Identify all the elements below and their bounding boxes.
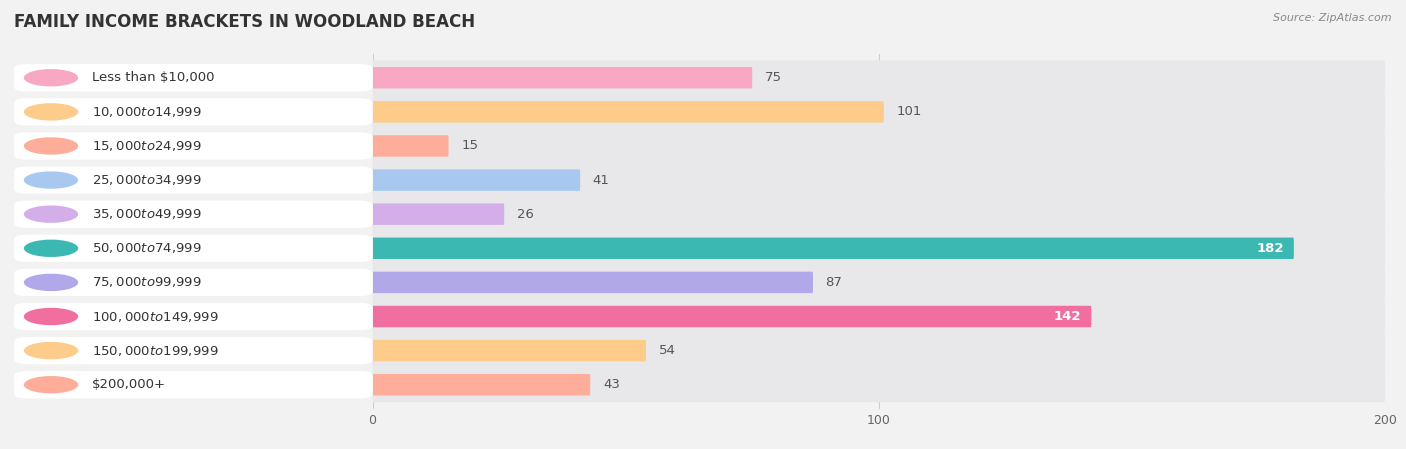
Text: Source: ZipAtlas.com: Source: ZipAtlas.com bbox=[1274, 13, 1392, 23]
FancyBboxPatch shape bbox=[373, 163, 1385, 198]
FancyBboxPatch shape bbox=[373, 197, 1385, 232]
Text: $75,000 to $99,999: $75,000 to $99,999 bbox=[91, 275, 201, 290]
Text: 15: 15 bbox=[461, 140, 478, 153]
FancyBboxPatch shape bbox=[373, 374, 591, 396]
FancyBboxPatch shape bbox=[373, 272, 813, 293]
FancyBboxPatch shape bbox=[373, 265, 1385, 300]
Text: 41: 41 bbox=[593, 174, 610, 187]
FancyBboxPatch shape bbox=[373, 60, 1385, 95]
FancyBboxPatch shape bbox=[373, 299, 1385, 334]
Text: 75: 75 bbox=[765, 71, 782, 84]
Text: $100,000 to $149,999: $100,000 to $149,999 bbox=[91, 309, 218, 323]
FancyBboxPatch shape bbox=[373, 306, 1091, 327]
FancyBboxPatch shape bbox=[373, 340, 645, 361]
FancyBboxPatch shape bbox=[373, 101, 884, 123]
FancyBboxPatch shape bbox=[373, 367, 1385, 402]
Text: $200,000+: $200,000+ bbox=[91, 378, 166, 391]
FancyBboxPatch shape bbox=[373, 169, 581, 191]
FancyBboxPatch shape bbox=[373, 333, 1385, 368]
FancyBboxPatch shape bbox=[373, 135, 449, 157]
FancyBboxPatch shape bbox=[373, 67, 752, 88]
FancyBboxPatch shape bbox=[373, 238, 1294, 259]
Text: FAMILY INCOME BRACKETS IN WOODLAND BEACH: FAMILY INCOME BRACKETS IN WOODLAND BEACH bbox=[14, 13, 475, 31]
Text: 43: 43 bbox=[603, 378, 620, 391]
Text: 182: 182 bbox=[1256, 242, 1284, 255]
Text: 142: 142 bbox=[1053, 310, 1081, 323]
Text: $25,000 to $34,999: $25,000 to $34,999 bbox=[91, 173, 201, 187]
Text: 54: 54 bbox=[658, 344, 675, 357]
FancyBboxPatch shape bbox=[373, 203, 505, 225]
Text: 87: 87 bbox=[825, 276, 842, 289]
Text: $10,000 to $14,999: $10,000 to $14,999 bbox=[91, 105, 201, 119]
Text: Less than $10,000: Less than $10,000 bbox=[91, 71, 214, 84]
FancyBboxPatch shape bbox=[373, 128, 1385, 163]
FancyBboxPatch shape bbox=[373, 94, 1385, 129]
FancyBboxPatch shape bbox=[373, 231, 1385, 266]
Text: $150,000 to $199,999: $150,000 to $199,999 bbox=[91, 343, 218, 357]
Text: 101: 101 bbox=[897, 106, 922, 119]
Text: $15,000 to $24,999: $15,000 to $24,999 bbox=[91, 139, 201, 153]
Text: $50,000 to $74,999: $50,000 to $74,999 bbox=[91, 241, 201, 255]
Text: $35,000 to $49,999: $35,000 to $49,999 bbox=[91, 207, 201, 221]
Text: 26: 26 bbox=[517, 208, 534, 220]
